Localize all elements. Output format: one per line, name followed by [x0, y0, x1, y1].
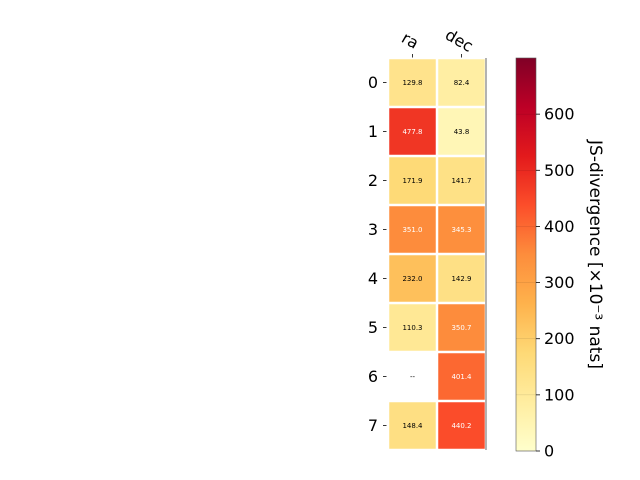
row-tick-label: 2: [368, 171, 378, 190]
heatmap-cell: [438, 304, 485, 351]
column-tick-label: dec: [442, 25, 476, 56]
colorbar: 0 100 200 300 400 500 600 JS-divergence [×10⁻³ …: [515, 57, 605, 461]
heatmap-cell: [389, 59, 436, 106]
colorbar-tick-label: 0: [544, 442, 554, 461]
row-tick-label: 6: [368, 367, 378, 386]
heatmap-cell: [438, 59, 485, 106]
heatmap-cell: [438, 255, 485, 302]
heatmap-grid: 129.8 82.4 477.8 43.8 171.9 141.7 351.0 345.3 23…: [389, 59, 485, 449]
heatmap-cell: [389, 108, 436, 155]
cell-value-label: 440.2: [451, 422, 471, 430]
colorbar-label: JS-divergence [×10⁻³ nats]: [585, 139, 605, 369]
cell-value-label: 142.9: [451, 275, 471, 283]
heatmap-cell: [438, 206, 485, 253]
heatmap-cell: [389, 304, 436, 351]
colorbar-tick-label: 200: [544, 329, 575, 348]
cell-value-label: 141.7: [451, 177, 471, 185]
heatmap-cell: [438, 157, 485, 204]
cell-value-label: 43.8: [454, 128, 470, 136]
colorbar-tick-label: 400: [544, 217, 575, 236]
heatmap-cell: [389, 255, 436, 302]
colorbar-gradient: [515, 57, 537, 452]
cell-value-label: 351.0: [402, 226, 422, 234]
cell-value-label: 232.0: [402, 275, 422, 283]
heatmap-cell: [389, 402, 436, 449]
heatmap-cell: [438, 108, 485, 155]
cell-value-label: 148.4: [402, 422, 423, 430]
cell-value-label: 345.3: [451, 226, 471, 234]
column-tick-label: ra: [398, 28, 422, 53]
cell-value-label: 350.7: [451, 324, 471, 332]
row-tick-label: 0: [368, 73, 378, 92]
cell-value-label: 129.8: [402, 79, 422, 87]
row-tick-label: 1: [368, 122, 378, 141]
colorbar-tick-label: 600: [544, 105, 575, 124]
cell-value-label: 82.4: [454, 79, 470, 87]
colorbar-tick-label: 100: [544, 385, 575, 404]
heatmap-cell: [438, 353, 485, 400]
row-tick-label: 4: [368, 269, 378, 288]
heatmap-cell: [389, 206, 436, 253]
cell-value-label: 110.3: [402, 324, 422, 332]
row-tick-label: 5: [368, 318, 378, 337]
row-tick-label: 3: [368, 220, 378, 239]
colorbar-tick-label: 500: [544, 161, 575, 180]
colorbar-tick-label: 300: [544, 273, 575, 292]
heatmap-cell: [389, 157, 436, 204]
cell-value-label: 171.9: [402, 177, 422, 185]
cell-value-label: 477.8: [402, 128, 422, 136]
cell-value-label: --: [410, 373, 416, 381]
cell-value-label: 401.4: [451, 373, 472, 381]
heatmap-cell: [438, 402, 485, 449]
row-tick-label: 7: [368, 416, 378, 435]
